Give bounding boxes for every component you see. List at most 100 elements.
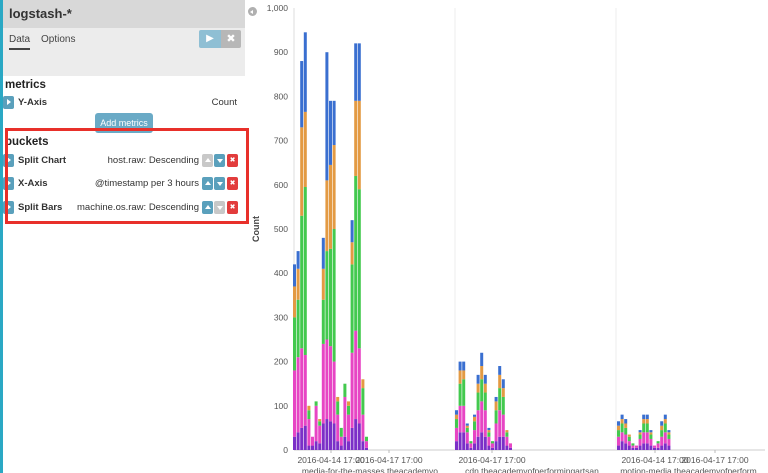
tab-options[interactable]: Options <box>41 34 76 45</box>
buckets-heading: buckets <box>5 136 49 148</box>
bar-segment <box>649 432 653 435</box>
bar-segment <box>642 443 646 450</box>
bar-segment <box>624 434 628 444</box>
bar-segment <box>624 427 628 435</box>
apply-changes-button[interactable]: ▶ <box>199 30 221 48</box>
bar-segment <box>354 175 358 331</box>
bar-segment <box>617 421 620 426</box>
bar-segment <box>645 432 649 444</box>
bar-segment <box>645 414 649 420</box>
y-tick-label: 400 <box>274 268 288 278</box>
bar-segment <box>357 43 361 101</box>
bar-segment <box>332 423 336 450</box>
move-down-icon[interactable] <box>214 177 225 190</box>
bar-segment <box>627 434 631 437</box>
bar-segment <box>509 447 512 450</box>
x-tick-label: 2016-04-17 17:00 <box>458 455 525 465</box>
bar-segment <box>465 423 469 426</box>
bar-segment <box>465 427 469 433</box>
discard-changes-button[interactable]: ✖ <box>221 30 241 48</box>
expand-caret-icon[interactable] <box>3 177 14 190</box>
remove-icon[interactable] <box>227 154 238 167</box>
bar-segment <box>509 443 512 448</box>
bar-segment <box>505 445 509 450</box>
agg-description: host.raw: Descending <box>107 155 199 166</box>
bar-segment <box>483 410 487 437</box>
bar-segment <box>357 100 361 190</box>
bucket-row-x-axis[interactable]: X-Axis @timestamp per 3 hours <box>3 175 245 193</box>
bar-segment <box>300 427 304 450</box>
remove-icon[interactable] <box>227 177 238 190</box>
bar-segment <box>498 366 502 375</box>
expand-caret-icon[interactable] <box>3 201 14 214</box>
bar-segment <box>303 354 307 426</box>
bar-segment <box>473 421 476 431</box>
bar-segment <box>469 443 473 448</box>
bar-segment <box>627 445 631 450</box>
index-pattern-title: logstash-* <box>3 0 245 28</box>
bar-segment <box>487 445 491 450</box>
bar-segment <box>307 419 311 446</box>
bar-segment <box>462 370 466 380</box>
bar-segment <box>311 445 314 450</box>
tab-data[interactable]: Data <box>9 34 31 50</box>
bar-segment <box>300 348 304 428</box>
bar-segment <box>321 268 325 300</box>
bar-segment <box>307 445 311 450</box>
bar-segment <box>480 379 484 402</box>
bar-segment <box>365 447 368 450</box>
bar-segment <box>303 111 307 188</box>
bar-segment <box>476 392 480 411</box>
move-up-icon[interactable] <box>202 177 213 190</box>
split-bar-chart: 0 100 200 300 400 500 600 700 800 900 1,000 Count 20… <box>251 3 765 473</box>
bar-segment <box>642 414 646 420</box>
bar-segment <box>318 419 322 422</box>
bar-segment <box>494 423 498 442</box>
bar-segment <box>458 432 462 450</box>
bar-segment <box>455 427 458 442</box>
bar-segment <box>620 414 624 420</box>
bar-segment <box>296 299 300 358</box>
bar-segment <box>365 436 368 442</box>
expand-caret-icon[interactable] <box>3 96 14 109</box>
agg-label: X-Axis <box>18 178 48 189</box>
bar-segment <box>638 432 642 435</box>
bar-segment <box>325 180 329 252</box>
bar-segment <box>638 438 642 446</box>
bar-segment <box>336 396 340 402</box>
y-tick-label: 0 <box>283 445 288 455</box>
bucket-row-split-bars[interactable]: Split Bars machine.os.raw: Descending <box>3 199 245 217</box>
move-up-icon[interactable] <box>202 201 213 214</box>
buckets-highlight-box <box>5 128 249 224</box>
bar-segment <box>350 264 354 353</box>
bar-segment <box>296 268 300 300</box>
bar-segment <box>617 445 620 450</box>
bar-segment <box>505 430 509 433</box>
remove-icon[interactable] <box>227 201 238 214</box>
bar-segment <box>620 432 624 442</box>
bar-segment <box>476 374 480 384</box>
bar-segment <box>491 443 494 448</box>
metric-row-y-axis[interactable]: Y-Axis Count <box>3 94 245 112</box>
agg-label: Split Chart <box>18 155 67 166</box>
x-tick-label: 2016-04-17 17:00 <box>355 455 422 465</box>
accent-strip <box>0 0 3 473</box>
bar-segment <box>483 374 487 384</box>
bar-segment <box>663 432 667 444</box>
bar-segment <box>649 434 653 439</box>
bar-segment <box>473 430 476 444</box>
move-down-icon[interactable] <box>214 154 225 167</box>
bar-segment <box>318 425 322 444</box>
collapse-sidebar-icon[interactable] <box>248 7 257 16</box>
bar-segment <box>303 32 307 112</box>
bar-segment <box>645 443 649 450</box>
bar-segment <box>469 447 473 450</box>
bar-segment <box>656 447 660 450</box>
bucket-row-split-chart[interactable]: Split Chart host.raw: Descending <box>3 152 245 170</box>
bar-segment <box>667 445 671 450</box>
bar-segment <box>293 264 296 287</box>
bar-segment <box>663 414 667 420</box>
expand-caret-icon[interactable] <box>3 154 14 167</box>
bar-segment <box>476 410 480 437</box>
bar-segment <box>303 425 307 450</box>
